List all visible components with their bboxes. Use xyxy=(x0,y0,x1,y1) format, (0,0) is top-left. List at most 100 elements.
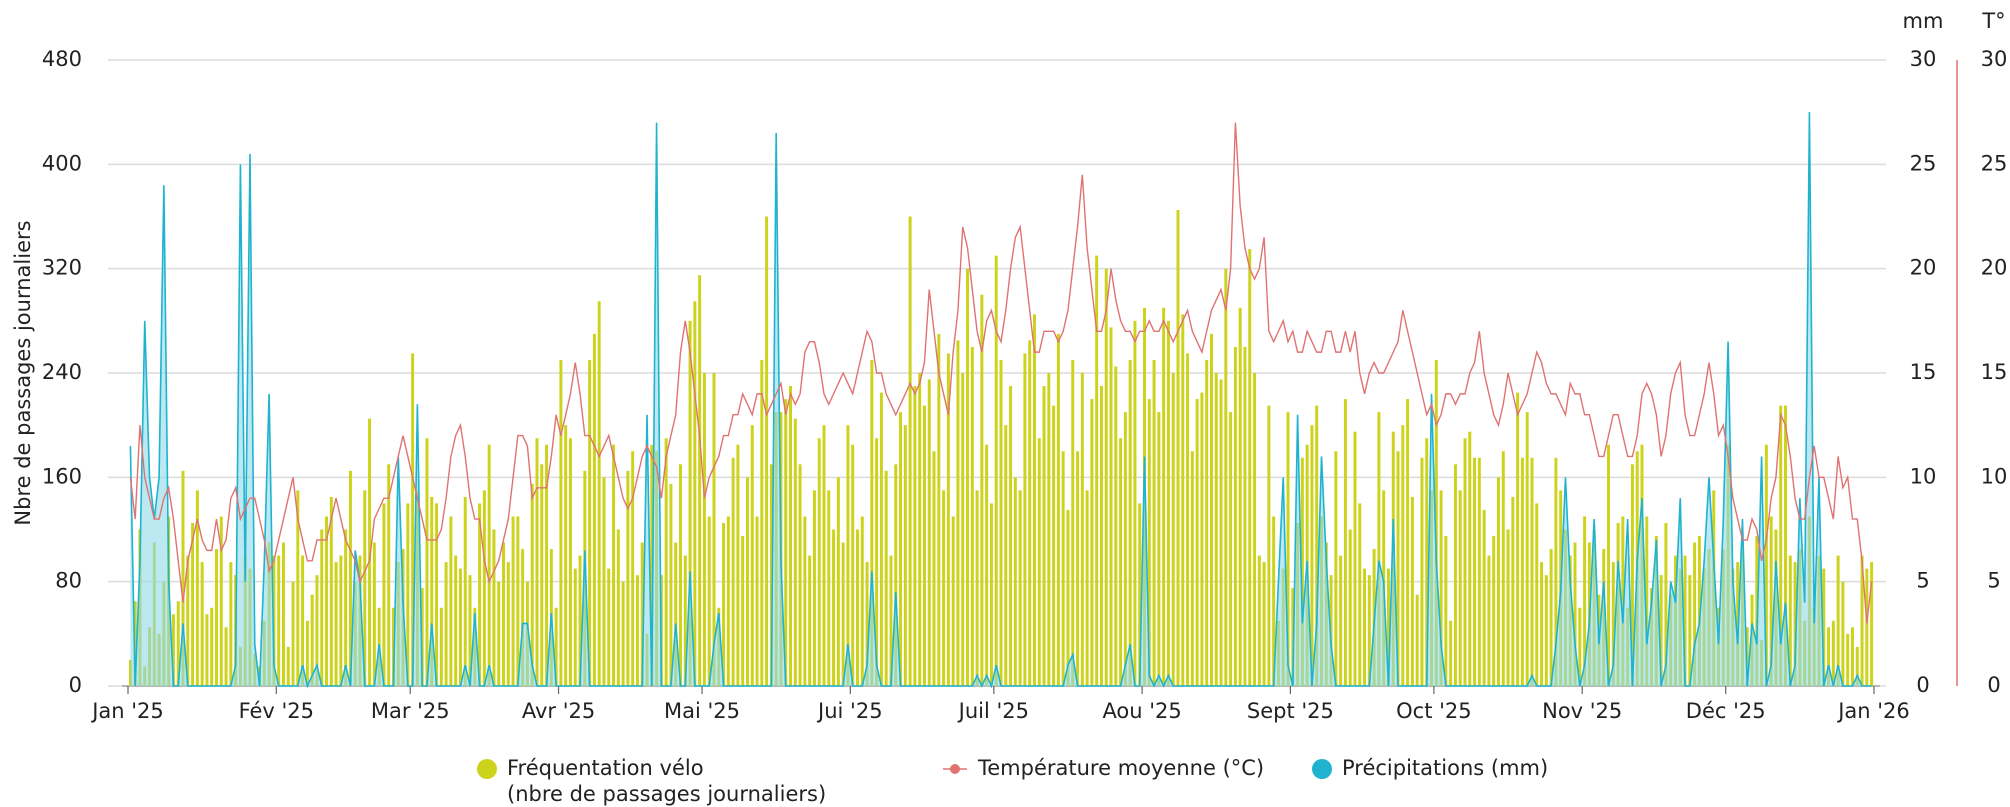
bar xyxy=(726,516,730,686)
bar xyxy=(1195,399,1199,686)
bar xyxy=(363,490,367,686)
bar xyxy=(1458,490,1462,686)
bar xyxy=(1870,562,1874,686)
bar xyxy=(879,392,883,686)
bar xyxy=(487,444,491,686)
x-tick-label: Jan '25 xyxy=(90,699,164,723)
bar xyxy=(195,490,199,686)
bar xyxy=(784,399,788,686)
y2-tick-label: 15 xyxy=(1910,360,1937,384)
y3-axis-title: T° xyxy=(1981,9,2005,33)
bar xyxy=(502,542,505,686)
bar xyxy=(1095,255,1099,686)
bar xyxy=(1836,555,1840,686)
bar xyxy=(1047,373,1051,686)
bar xyxy=(334,562,338,686)
bar xyxy=(186,555,190,686)
bar xyxy=(368,418,372,686)
bar xyxy=(1166,320,1170,686)
bar xyxy=(315,575,319,686)
bar xyxy=(1611,562,1615,686)
bar xyxy=(745,477,749,686)
bar xyxy=(1243,346,1247,686)
bar xyxy=(1262,562,1266,686)
y-axis-title: Nbre de passages journaliers xyxy=(11,220,35,525)
bar xyxy=(1793,562,1797,686)
bar xyxy=(698,275,702,686)
bar xyxy=(320,529,324,686)
bar xyxy=(1688,575,1692,686)
bar xyxy=(219,516,223,686)
bar xyxy=(205,614,209,686)
bar xyxy=(1630,464,1634,686)
bar xyxy=(406,503,410,686)
bar xyxy=(339,555,343,686)
bar xyxy=(1827,627,1831,686)
bar xyxy=(1018,490,1022,686)
bar xyxy=(922,405,926,686)
bar xyxy=(497,581,501,686)
bar xyxy=(1267,405,1271,686)
bar xyxy=(200,562,204,686)
bar xyxy=(1410,496,1414,686)
bar xyxy=(884,470,888,686)
bar xyxy=(1511,496,1515,686)
bar xyxy=(817,438,821,686)
bar xyxy=(1755,536,1759,686)
bar xyxy=(1186,353,1190,686)
bar xyxy=(1425,438,1429,686)
bar xyxy=(793,418,797,686)
bar xyxy=(1659,575,1663,686)
bar xyxy=(865,562,869,686)
bar xyxy=(554,607,558,686)
bar xyxy=(631,451,635,686)
bar xyxy=(171,614,175,686)
bar xyxy=(468,575,472,686)
legend-swatch xyxy=(1312,759,1332,779)
bar xyxy=(1583,516,1587,686)
bar xyxy=(1181,314,1185,686)
bar xyxy=(1850,627,1854,686)
bar xyxy=(1444,536,1448,686)
bar xyxy=(1104,268,1108,686)
bar xyxy=(1224,268,1228,686)
bar xyxy=(1693,542,1697,686)
bar xyxy=(1784,405,1787,686)
bar xyxy=(688,320,692,686)
bar xyxy=(1501,451,1505,686)
bar xyxy=(1085,490,1089,686)
bar xyxy=(612,444,616,686)
bar xyxy=(932,451,936,686)
bar xyxy=(635,575,639,686)
bar xyxy=(808,555,812,686)
bar xyxy=(683,555,687,686)
bar xyxy=(1865,568,1869,686)
y-tick-label: 480 xyxy=(42,47,82,71)
bar xyxy=(1401,425,1405,686)
bar xyxy=(559,359,563,686)
bar xyxy=(215,549,218,686)
bar xyxy=(1573,542,1577,686)
bar xyxy=(712,373,716,686)
bar xyxy=(994,255,998,686)
bar xyxy=(970,346,974,686)
bar xyxy=(425,438,429,686)
bar xyxy=(832,529,836,686)
bar xyxy=(1090,399,1094,686)
bar xyxy=(430,496,434,686)
bar xyxy=(1506,529,1510,686)
bar xyxy=(1248,249,1252,686)
bar xyxy=(1779,405,1783,686)
bar xyxy=(1123,412,1127,686)
bar xyxy=(1157,412,1161,686)
bar xyxy=(277,555,281,686)
bar xyxy=(301,555,305,686)
bar xyxy=(588,359,592,686)
bar xyxy=(133,601,137,686)
bar xyxy=(956,340,960,686)
bar xyxy=(1473,457,1477,686)
bar xyxy=(765,216,769,686)
x-tick-label: Déc '25 xyxy=(1686,699,1766,723)
bar xyxy=(626,470,630,686)
bar xyxy=(573,568,577,686)
